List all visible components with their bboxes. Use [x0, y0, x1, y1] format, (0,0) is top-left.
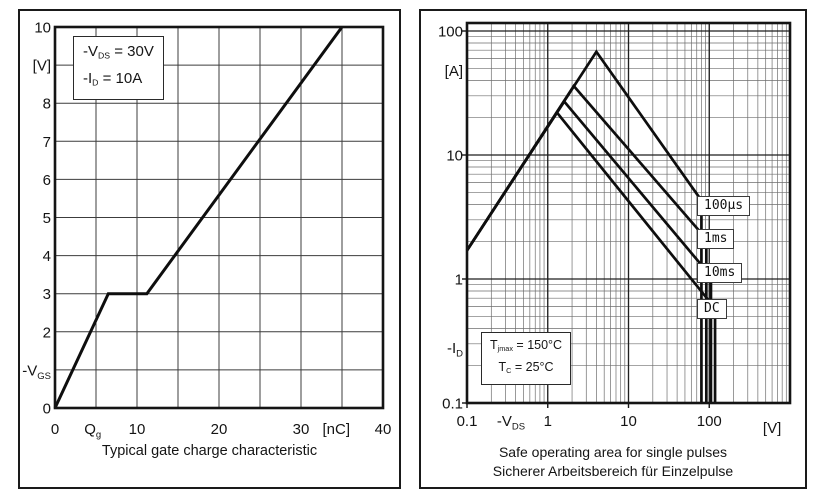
- subscript: C: [506, 366, 512, 376]
- subscript: DS: [98, 50, 111, 61]
- y-tick-label: 5: [43, 210, 51, 227]
- soa-chart-panel: 0.1 -VDS 1 10 100 [V] 100 [A] 10 1 -ID 0.1 Tjmax = …: [419, 9, 807, 489]
- y-tick-label: [A]: [445, 63, 463, 80]
- gate-charge-chart-panel: 0 Qg 10 20 30 [nC] 40 10 [V] 8 7 6 5 4 3 2 -VGS 0 -VDS = …: [18, 9, 401, 489]
- y-tick-label: 0.1: [442, 396, 463, 413]
- y-tick-label: 8: [43, 96, 51, 113]
- gate-charge-curve: [53, 26, 344, 409]
- x-tick-label: 30: [293, 421, 310, 438]
- x-tick-label: -VDS: [497, 413, 525, 433]
- y-tick-label: 1: [455, 272, 463, 289]
- x-tick-label: 20: [211, 421, 228, 438]
- x-tick-label: Qg: [84, 421, 101, 441]
- plot-border: [465, 21, 792, 405]
- curve-label-100us: 100µs: [697, 196, 751, 216]
- condition-tc: TC = 25°C: [498, 360, 554, 376]
- x-tick-label: 1: [544, 413, 552, 430]
- soa-plot: 0.1 -VDS 1 10 100 [V] 100 [A] 10 1 -ID 0.1: [438, 21, 792, 437]
- y-tick-label: 100: [438, 24, 463, 41]
- x-tick-label: 100: [697, 413, 722, 430]
- subscript: D: [92, 77, 99, 88]
- x-tick-label: 0: [51, 421, 59, 438]
- x-axis-labels: 0.1 -VDS 1 10 100 [V]: [457, 413, 782, 437]
- x-axis-labels: 0 Qg 10 20 30 [nC] 40: [51, 421, 392, 441]
- caption-line-en: Safe operating area for single pulses: [498, 444, 728, 460]
- gate-charge-plot: 0 Qg 10 20 30 [nC] 40 10 [V] 8 7 6 5 4 3 2 -VGS 0: [22, 20, 392, 441]
- y-tick-label: 0: [43, 401, 51, 418]
- plot-border: [53, 25, 385, 410]
- x-tick-label: 40: [375, 421, 392, 438]
- condition-vds: -VDS = 30V: [83, 43, 154, 61]
- y-tick-label: 10: [34, 20, 51, 37]
- chart-caption: Typical gate charge characteristic: [101, 443, 318, 459]
- x-tick-label: [nC]: [323, 421, 351, 438]
- y-tick-label: 3: [43, 286, 51, 303]
- x-tick-label: 10: [620, 413, 637, 430]
- chart-caption: Safe operating area for single pulses Si…: [421, 443, 805, 481]
- y-tick-label: [V]: [33, 58, 51, 75]
- curve-label-dc: DC: [697, 299, 727, 319]
- subscript: jmax: [497, 344, 513, 354]
- y-tick-label: 10: [446, 148, 463, 165]
- x-tick-label: 0.1: [457, 413, 478, 430]
- condition-id: -ID = 10A: [83, 70, 143, 88]
- y-tick-label: 2: [43, 324, 51, 341]
- y-axis-labels: 10 [V] 8 7 6 5 4 3 2 -VGS 0: [22, 20, 51, 418]
- y-axis-labels: 100 [A] 10 1 -ID 0.1: [438, 24, 463, 413]
- caption-line-de: Sicherer Arbeitsbereich für Einzelpulse: [492, 463, 734, 479]
- curve-label-1ms: 1ms: [697, 229, 735, 249]
- x-tick-label: [V]: [763, 420, 781, 437]
- y-tick-label: 7: [43, 134, 51, 151]
- legend-conditions-box: -VDS = 30V -ID = 10A: [73, 36, 164, 100]
- soa-curve-DC: [465, 110, 717, 403]
- y-tick-label: 6: [43, 172, 51, 189]
- x-tick-label: 10: [129, 421, 146, 438]
- test-conditions-box: Tjmax = 150°C TC = 25°C: [481, 332, 572, 386]
- gridlines: [54, 26, 384, 409]
- curve-label-10ms: 10ms: [697, 263, 743, 283]
- y-tick-label: -VGS: [22, 362, 51, 382]
- condition-tjmax: Tjmax = 150°C: [490, 338, 563, 354]
- y-tick-label: 4: [43, 248, 51, 265]
- y-tick-label: -ID: [447, 340, 463, 360]
